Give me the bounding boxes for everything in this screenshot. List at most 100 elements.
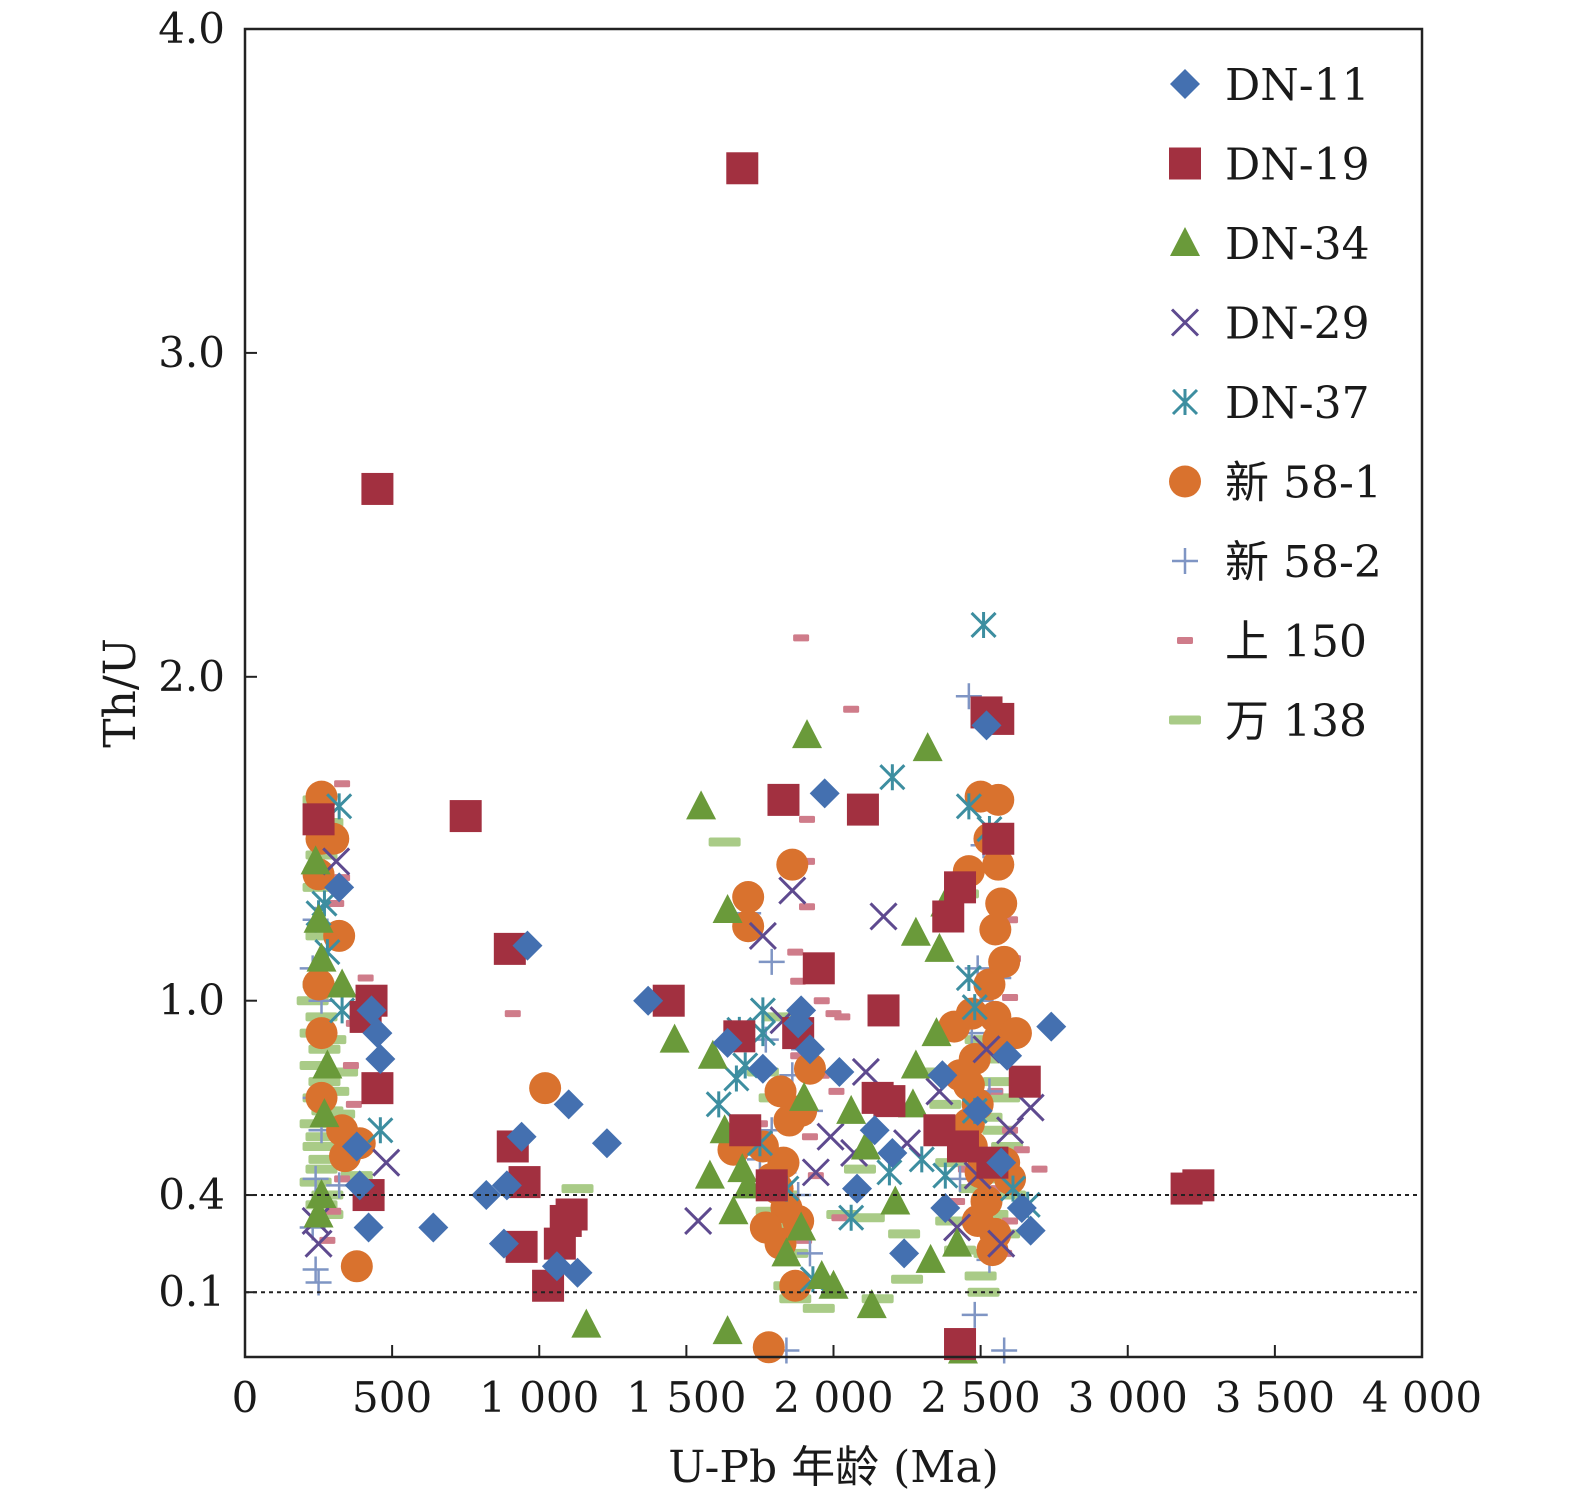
- legend-marker: [1177, 637, 1193, 644]
- data-point: [869, 902, 898, 931]
- x-tick-label: 0: [232, 1373, 259, 1422]
- data-point: [790, 977, 807, 985]
- data-point: [555, 1198, 588, 1231]
- legend: DN-11 DN-19 DN-34 DN-29 DN-37 新 58-1 新 58-2 上 1…: [1169, 60, 1382, 747]
- data-point: [796, 1240, 823, 1267]
- legend-item: DN-37: [1171, 378, 1370, 429]
- data-point: [1002, 993, 1019, 1001]
- y-tick-label: 2.0: [158, 652, 225, 701]
- data-point: [944, 871, 977, 904]
- data-point: [727, 1153, 758, 1183]
- data-point: [342, 1061, 359, 1069]
- data-point: [705, 1091, 732, 1118]
- y-tick-label: 0.4: [158, 1170, 225, 1219]
- data-point: [1006, 1193, 1037, 1224]
- data-point: [712, 1315, 743, 1345]
- data-point: [764, 1075, 797, 1108]
- data-point: [712, 894, 743, 924]
- data-point: [361, 1072, 394, 1105]
- data-point: [955, 997, 988, 1030]
- data-point: [748, 921, 777, 950]
- data-point: [982, 822, 1015, 855]
- data-point: [304, 1229, 333, 1258]
- data-point: [987, 1229, 1016, 1258]
- data-point: [979, 913, 1012, 946]
- data-point: [302, 1256, 329, 1283]
- data-point: [303, 1198, 334, 1228]
- data-point: [340, 1250, 373, 1283]
- data-point: [357, 974, 374, 982]
- data-point: [946, 1130, 979, 1163]
- legend-marker: [1171, 388, 1199, 416]
- data-point: [729, 1114, 762, 1147]
- y-tick-label: 1.0: [158, 976, 225, 1025]
- data-point: [684, 1206, 713, 1236]
- data-point: [449, 800, 482, 833]
- y-axis-title: Th/U: [95, 638, 146, 748]
- legend-label: DN-34: [1225, 219, 1370, 270]
- legend-marker: [1170, 69, 1200, 99]
- legend-marker: [1170, 227, 1200, 256]
- data-point: [912, 732, 943, 762]
- data-point: [930, 1193, 961, 1224]
- data-point: [932, 1162, 959, 1189]
- data-point: [962, 1095, 993, 1126]
- data-point: [942, 1227, 973, 1257]
- legend-item: 新 58-2: [1172, 537, 1382, 588]
- data-point: [353, 1212, 384, 1243]
- data-point: [799, 815, 816, 823]
- data-point: [836, 1094, 867, 1124]
- data-point: [971, 710, 1002, 741]
- data-point: [961, 994, 988, 1021]
- data-point: [873, 1085, 906, 1118]
- data-point: [789, 1081, 820, 1111]
- data-point: [571, 1308, 602, 1338]
- data-point: [708, 837, 741, 847]
- data-point: [694, 1159, 725, 1189]
- legend-marker: [1169, 715, 1201, 725]
- series-DN-19: [302, 152, 1215, 1361]
- data-point: [889, 1238, 920, 1269]
- data-point: [879, 764, 906, 791]
- y-tick-label: 0.1: [158, 1267, 225, 1316]
- data-point: [305, 1017, 338, 1050]
- data-point: [1015, 1215, 1046, 1246]
- data-point: [778, 876, 807, 905]
- y-axis: 0.1 0.4 1.0 2.0 3.0 4.0: [158, 4, 257, 1316]
- data-point: [988, 945, 1021, 978]
- data-point: [955, 793, 982, 820]
- legend-label: DN-19: [1225, 140, 1370, 191]
- data-point: [929, 1099, 962, 1109]
- data-point: [323, 919, 356, 952]
- legend-label: DN-29: [1225, 299, 1370, 350]
- data-point: [843, 705, 860, 713]
- data-point: [345, 1100, 362, 1108]
- data-point: [328, 900, 345, 908]
- data-point: [999, 1017, 1032, 1050]
- data-point: [932, 900, 965, 933]
- legend-marker: [1169, 465, 1201, 498]
- data-point: [758, 948, 785, 975]
- data-point: [806, 1260, 837, 1290]
- data-point: [367, 1117, 394, 1144]
- data-point: [828, 1087, 845, 1095]
- legend-item: DN-11: [1170, 60, 1370, 111]
- y-tick-label: 4.0: [158, 4, 225, 53]
- data-point: [991, 1337, 1018, 1364]
- data-point: [831, 1214, 848, 1222]
- data-point: [341, 1131, 372, 1162]
- data-point: [970, 611, 997, 639]
- data-point: [726, 152, 759, 185]
- x-axis-title: U-Pb 年龄 (Ma): [668, 1442, 999, 1493]
- data-point: [723, 1065, 750, 1092]
- y-tick-label: 3.0: [158, 328, 225, 377]
- data-point: [859, 1115, 890, 1146]
- data-point: [752, 1331, 785, 1364]
- data-point: [793, 1052, 826, 1085]
- legend-item: DN-34: [1170, 219, 1370, 270]
- data-point: [900, 916, 931, 946]
- data-point: [801, 1133, 818, 1141]
- data-point: [305, 1081, 338, 1114]
- data-point: [418, 1212, 449, 1243]
